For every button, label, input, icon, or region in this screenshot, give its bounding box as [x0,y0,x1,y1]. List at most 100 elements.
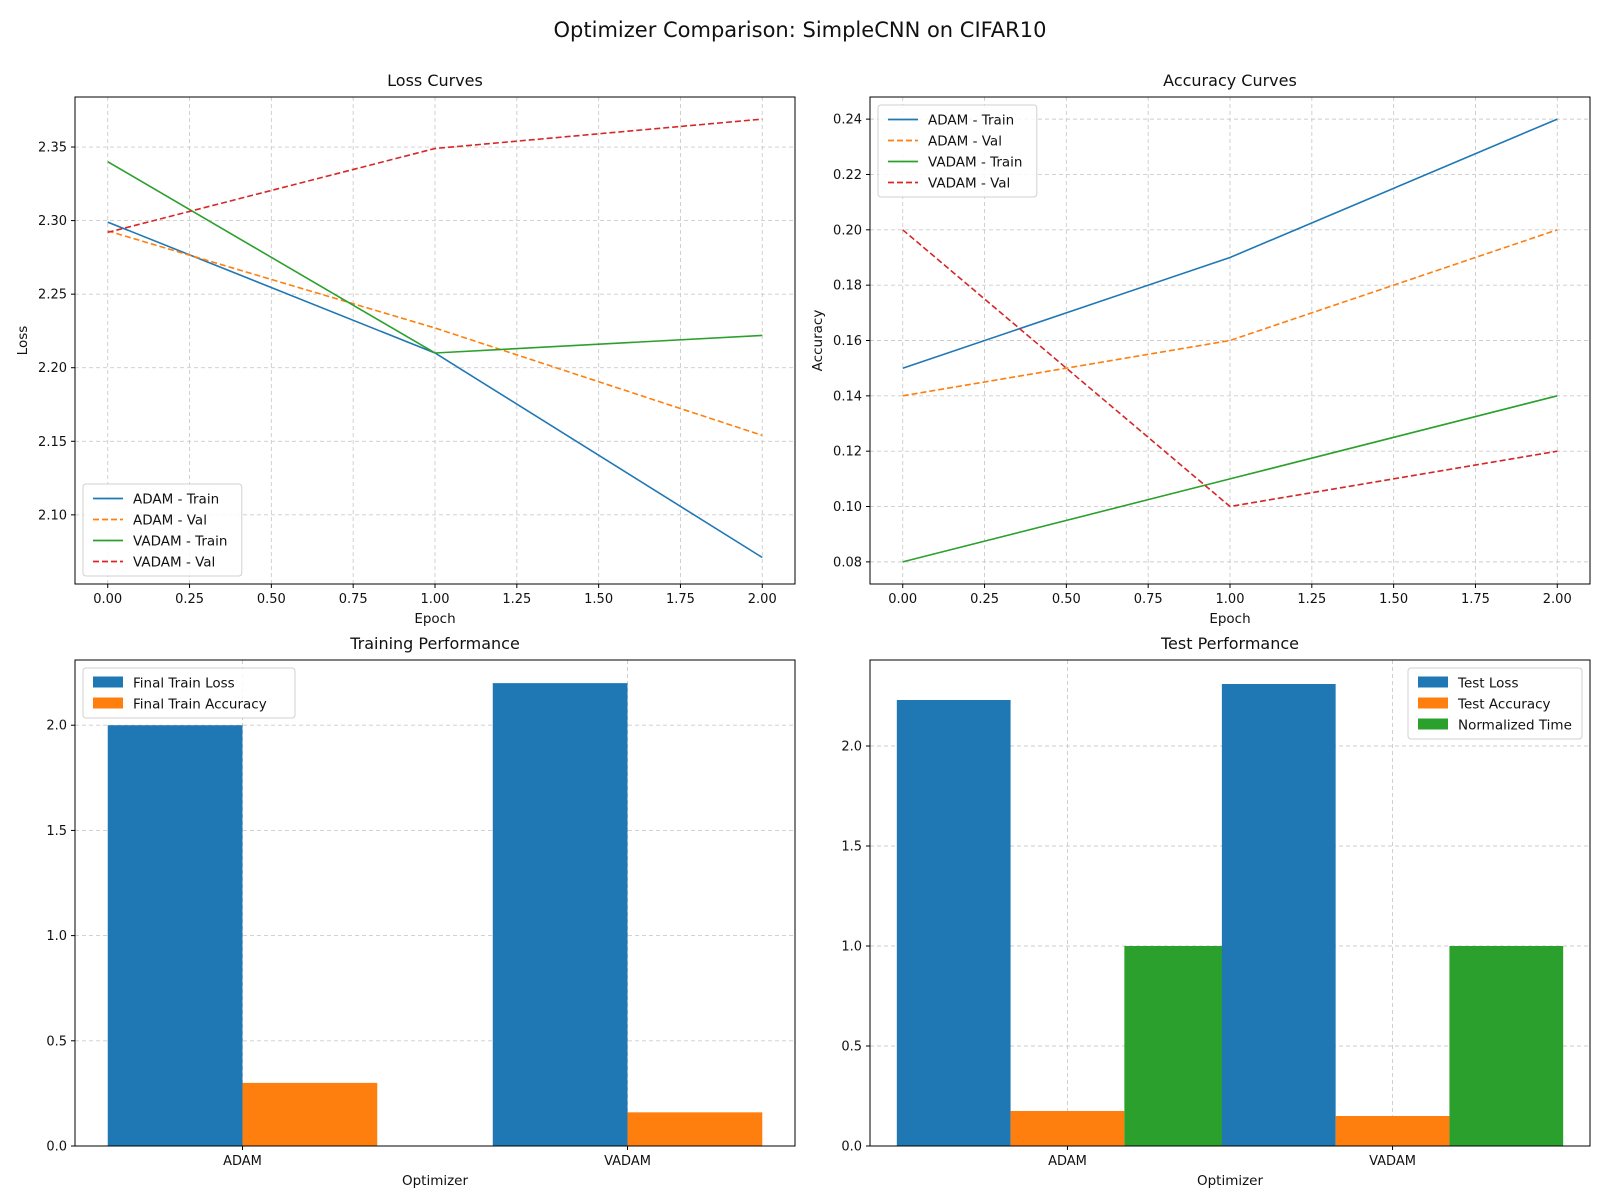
bar-normalized-time-vadam [1449,946,1564,1146]
plot-frame [74,659,796,1147]
y-tick-label: 1.0 [46,929,67,944]
legend-label-vadam-train: VADAM - Train [133,534,228,550]
legend-label-adam-val: ADAM - Val [928,134,1002,150]
x-tick-label: 2.00 [1543,592,1572,607]
legend-box [82,483,243,577]
y-tick-label: 0.24 [833,113,862,128]
legend-label-adam-train: ADAM - Train [928,113,1014,129]
legend-label-vadam-val: VADAM - Val [928,176,1010,192]
x-tick-label: ADAM [1048,1154,1087,1169]
legend-box [82,667,296,719]
x-tick-label: ADAM [223,1154,262,1169]
legend-box [1407,667,1583,740]
legend: Final Train Loss Final Train Accuracy [82,667,296,719]
bar-test-loss-adam [896,700,1011,1146]
y-tick-label: 2.30 [38,214,67,229]
x-axis-label: Epoch [1209,611,1250,627]
legend-swatch-final-train-loss [93,676,123,688]
y-tick-label: 1.5 [46,824,67,839]
y-tick-label: 0.22 [833,168,862,183]
y-tick-label: 1.0 [841,940,862,955]
y-tick-label: 2.0 [46,719,67,734]
legend-label-vadam-val: VADAM - Val [133,555,215,571]
y-tick-label: 1.5 [841,840,862,855]
y-tick-label: 0.5 [46,1034,67,1049]
figure-title: Optimizer Comparison: SimpleCNN on CIFAR… [553,18,1047,42]
x-tick-label: 1.25 [502,592,531,607]
legend-label-test-loss: Test Loss [1457,676,1519,692]
x-tick-label: VADAM [604,1154,651,1169]
legend-swatch-normalized-time [1418,718,1448,730]
legend-label-final-train-loss: Final Train Loss [133,676,235,692]
bar-final-train-loss-adam [107,725,243,1146]
chart-title: Training Performance [349,634,520,653]
legend-label-adam-train: ADAM - Train [133,492,219,508]
y-tick-label: 0.18 [833,279,862,294]
x-tick-label: 0.50 [1052,592,1081,607]
bar-test-accuracy-adam [1010,1111,1125,1146]
y-tick-label: 0.14 [833,389,862,404]
series-line-vadam-train [902,395,1558,563]
chart-title: Test Performance [1160,634,1299,653]
plot-frame [869,659,1591,1147]
x-axis-label: Epoch [414,611,455,627]
x-tick-label: 0.75 [1134,592,1163,607]
x-tick-label: 0.00 [888,592,917,607]
x-tick-label: VADAM [1369,1154,1416,1169]
legend-label-final-train-accuracy: Final Train Accuracy [133,697,267,713]
y-tick-label: 2.25 [38,288,67,303]
y-axis-label: Accuracy [810,310,826,372]
x-tick-label: 1.75 [666,592,695,607]
x-tick-label: 1.00 [1216,592,1245,607]
x-tick-label: 1.75 [1461,592,1490,607]
legend-label-normalized-time: Normalized Time [1458,718,1572,734]
y-tick-label: 0.16 [833,334,862,349]
y-axis-label: Loss [15,326,31,356]
series-line-vadam-val [107,118,763,234]
legend-swatch-test-accuracy [1418,697,1448,709]
chart-3: Training Performance 0.0 0.5 1.0 1.5 2.0 ADAM V… [46,634,796,1189]
legend-label-vadam-train: VADAM - Train [928,155,1023,171]
x-axis-label: Optimizer [1197,1173,1264,1189]
y-tick-label: 0.08 [833,555,862,570]
legend-box [877,104,1038,198]
x-axis-label: Optimizer [402,1173,469,1189]
y-tick-label: 0.20 [833,223,862,238]
legend: ADAM - Train ADAM - Val VADAM - Train VADAM… [82,483,243,577]
chart-title: Accuracy Curves [1163,71,1297,90]
y-tick-label: 0.10 [833,500,862,515]
series-line-vadam-train [107,161,763,354]
legend-swatch-test-loss [1418,676,1448,688]
series-line-adam-train [902,118,1558,369]
x-tick-label: 0.50 [257,592,286,607]
x-tick-label: 0.00 [93,592,122,607]
x-tick-label: 1.00 [421,592,450,607]
chart-title: Loss Curves [387,71,483,90]
x-tick-label: 2.00 [748,592,777,607]
chart-2: Accuracy Curves 0.08 0.10 0.12 0.14 0.16 0.18 0… [810,71,1591,627]
y-tick-label: 2.0 [841,740,862,755]
y-tick-label: 0.0 [841,1140,862,1155]
y-tick-label: 2.15 [38,435,67,450]
legend: ADAM - Train ADAM - Val VADAM - Train VADAM… [877,104,1038,198]
y-tick-label: 2.20 [38,361,67,376]
series-line-adam-val [902,229,1558,397]
x-tick-label: 0.25 [175,592,204,607]
x-tick-label: 0.25 [970,592,999,607]
series-line-vadam-val [902,229,1558,508]
legend: Test Loss Test Accuracy Normalized Time [1407,667,1583,740]
bar-final-train-accuracy-vadam [627,1112,763,1146]
y-tick-label: 2.10 [38,508,67,523]
bar-final-train-loss-vadam [492,683,628,1146]
bar-final-train-accuracy-adam [242,1082,378,1146]
y-tick-label: 0.5 [841,1040,862,1055]
chart-4: Test Performance 0.0 0.5 1.0 1.5 2.0 ADAM VADAM… [841,634,1591,1189]
y-tick-label: 2.35 [38,141,67,156]
x-tick-label: 0.75 [339,592,368,607]
chart-1: Loss Curves 2.10 2.15 2.20 2.25 2.30 2.35 0.00 0… [15,71,796,627]
legend-label-adam-val: ADAM - Val [133,513,207,529]
bar-test-accuracy-vadam [1335,1116,1450,1146]
x-tick-label: 1.25 [1297,592,1326,607]
x-tick-label: 1.50 [1379,592,1408,607]
y-tick-label: 0.0 [46,1140,67,1155]
